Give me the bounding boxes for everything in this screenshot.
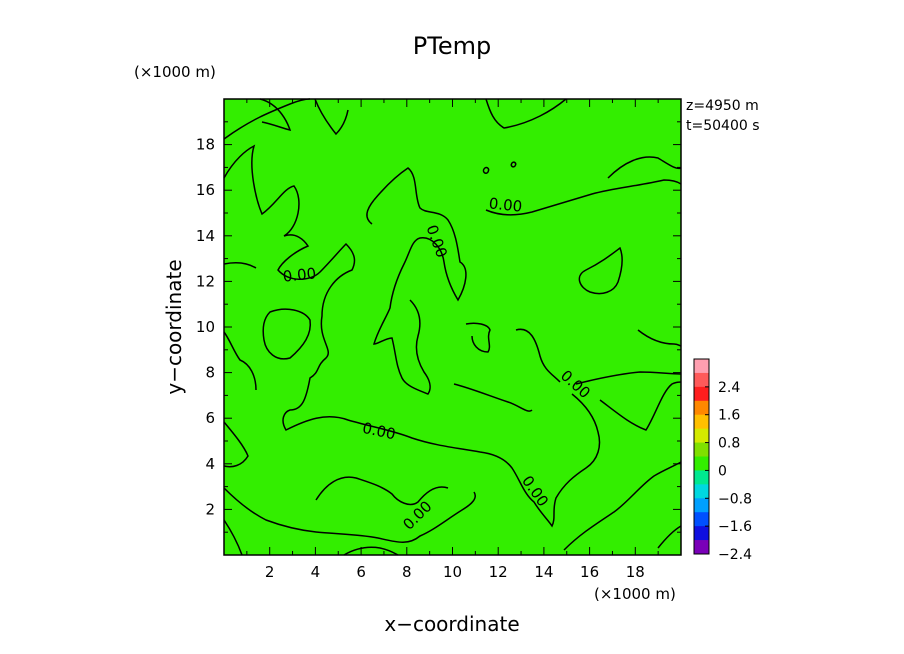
chart-title: PTemp (413, 32, 491, 60)
x-tick-label: 4 (311, 563, 321, 581)
contour-label: 0.00 (282, 264, 317, 285)
colorbar-swatch (694, 400, 709, 416)
colorbar-label: −1.6 (718, 519, 752, 535)
info-t: t=50400 s (686, 118, 760, 134)
x-tick-label: 16 (580, 563, 599, 581)
colorbar-swatch (694, 498, 709, 513)
y-tick-label: 16 (196, 181, 215, 199)
axis-ticks (224, 99, 681, 555)
plot-area: 0.00 0.00 0.00 0.00 0.00 0.00 0.00 (223, 98, 682, 556)
y-tick-label: 18 (196, 136, 215, 154)
x-tick-label: 8 (402, 563, 412, 581)
x-tick-label: 6 (356, 563, 366, 581)
x-tick-labels: 2 4 6 8 10 12 14 16 18 (265, 563, 645, 581)
colorbar-swatch (694, 456, 709, 471)
colorbar-label: 0 (718, 463, 727, 479)
colorbar-swatch (694, 540, 709, 555)
colorbar-swatch (694, 484, 709, 499)
colorbar-labels: 2.4 1.6 0.8 0 −0.8 −1.6 −2.4 (705, 380, 752, 563)
colorbar-swatch (694, 442, 709, 457)
y-tick-label: 4 (205, 455, 215, 473)
colorbar-swatch (694, 470, 709, 485)
x-tick-label: 12 (489, 563, 508, 581)
contour-lines (223, 98, 682, 556)
colorbar-swatch (694, 372, 709, 388)
field-fill (224, 99, 681, 555)
x-tick-label: 2 (265, 563, 275, 581)
x-tick-label: 14 (534, 563, 553, 581)
y-tick-labels: 2 4 6 8 10 12 14 16 18 (196, 136, 215, 519)
colorbar-label: 1.6 (718, 408, 740, 424)
colorbar-swatch (694, 414, 709, 430)
colorbar-label: 0.8 (718, 436, 740, 452)
colorbar-swatch (694, 512, 709, 527)
info-z: z=4950 m (686, 98, 759, 114)
y-tick-label: 6 (205, 409, 215, 427)
y-tick-label: 8 (205, 364, 215, 382)
colorbar-swatch (694, 428, 709, 443)
y-unit-label: (×1000 m) (134, 63, 216, 81)
colorbar (693, 358, 710, 555)
colorbar-swatch (694, 386, 709, 402)
colorbar-frame (693, 358, 710, 555)
colorbar-label: −0.8 (718, 491, 752, 507)
y-tick-label: 14 (196, 227, 215, 245)
x-tick-label: 10 (443, 563, 462, 581)
x-unit-label: (×1000 m) (594, 585, 676, 603)
colorbar-label: −2.4 (718, 547, 752, 563)
y-tick-label: 10 (196, 318, 215, 336)
y-tick-label: 2 (205, 500, 215, 518)
contour-label: 0.00 (488, 194, 523, 215)
colorbar-label: 2.4 (718, 380, 740, 396)
x-axis-label: x−coordinate (384, 612, 519, 636)
y-tick-label: 12 (196, 272, 215, 290)
x-tick-label: 18 (626, 563, 645, 581)
colorbar-swatch (694, 526, 709, 541)
y-axis-label: y−coordinate (162, 259, 186, 394)
colorbar-swatch (694, 359, 709, 374)
